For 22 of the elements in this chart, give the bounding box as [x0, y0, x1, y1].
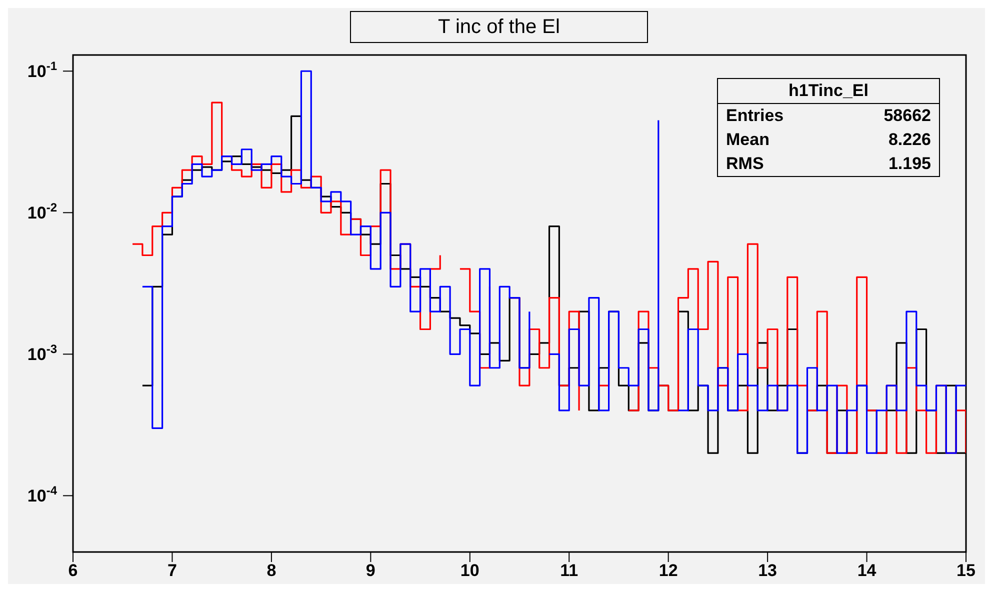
- annotation: Entries: [726, 105, 784, 127]
- x-tick-label: 9: [366, 561, 376, 580]
- y-tick-label: 10$^{-3}$: [27, 342, 58, 364]
- x-tick-label: 6: [68, 561, 78, 580]
- x-tick-label: 11: [560, 561, 578, 580]
- annotation: 8.226: [888, 129, 931, 151]
- x-tick-label: 12: [658, 561, 678, 580]
- x-tick-label: 8: [266, 561, 276, 580]
- x-tick-label: 7: [167, 561, 177, 580]
- y-tick-label: 10$^{-1}$: [27, 59, 58, 82]
- x-tick-label: 15: [956, 561, 976, 580]
- annotation: RMS: [726, 153, 764, 175]
- annotation: h1Tinc_El: [718, 79, 939, 104]
- x-tick-label: 13: [758, 561, 778, 580]
- x-tick-label: 10: [460, 561, 480, 580]
- annotation: 1.195: [888, 153, 931, 175]
- annotation: Mean: [726, 129, 770, 151]
- chart-title: T inc of the El: [350, 11, 648, 43]
- y-tick-label: 10$^{-4}$: [27, 484, 58, 506]
- x-tick-label: 14: [857, 561, 877, 580]
- y-tick-label: 10$^{-2}$: [27, 200, 58, 223]
- annotation: 58662: [884, 105, 931, 127]
